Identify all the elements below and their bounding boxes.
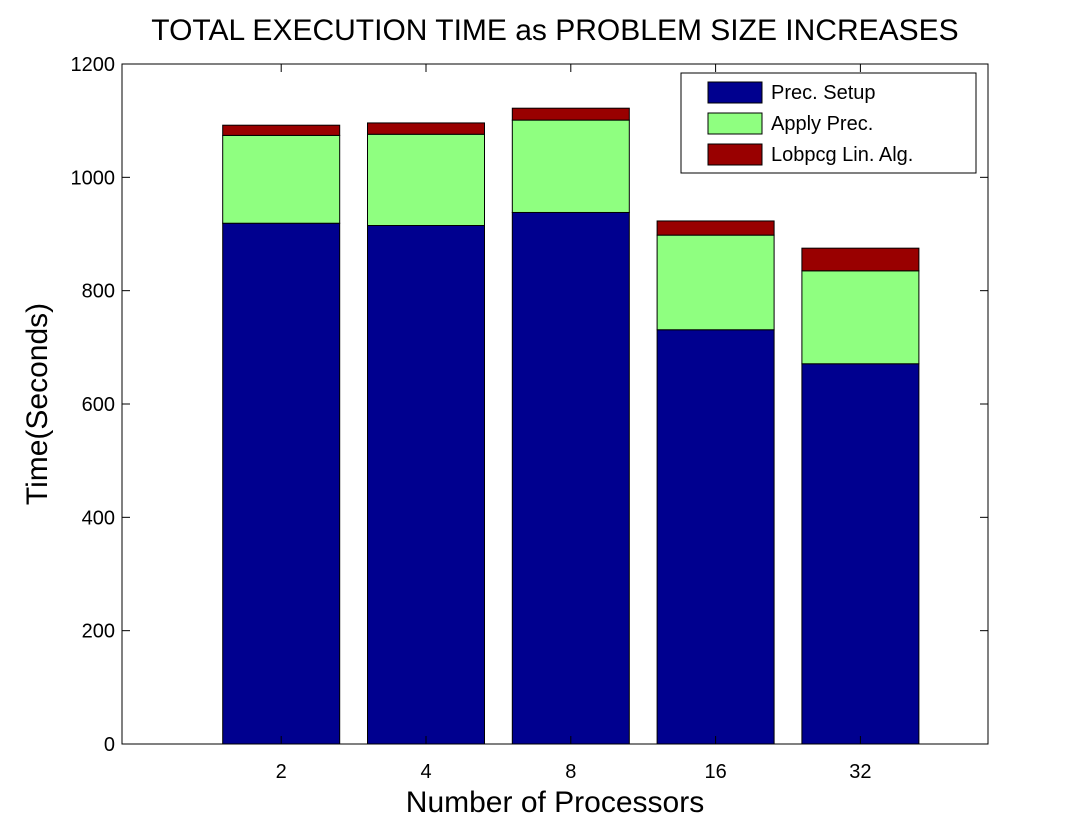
x-tick-label-32: 32	[849, 761, 871, 783]
legend: Prec. Setup Apply Prec. Lobpcg Lin. Alg.	[680, 72, 977, 174]
bar-segment-2-series-0	[222, 222, 341, 745]
y-tick-label-1200: 1200	[71, 54, 116, 76]
y-tick-label-400: 400	[82, 507, 115, 529]
bar-segment-4-series-1	[367, 133, 485, 226]
y-tick-label-1000: 1000	[71, 167, 116, 189]
y-tick-label-200: 200	[82, 621, 115, 643]
bar-segment-32-series-2	[801, 247, 920, 272]
legend-swatch-0	[707, 81, 763, 104]
bar-segment-16-series-2	[656, 220, 775, 236]
x-tick-label-4: 4	[420, 761, 431, 783]
bar-segment-8-series-1	[511, 119, 630, 213]
bar-segment-8-series-2	[511, 107, 630, 121]
bar-segment-2-series-2	[222, 124, 341, 136]
y-axis-title: Time(Seconds)	[21, 303, 54, 505]
x-axis-title: Number of Processors	[406, 786, 704, 817]
x-tick-label-8: 8	[565, 761, 576, 783]
bar-segment-16-series-0	[656, 329, 775, 745]
axes-layer: 0 200 400 600 800 1000 1200 2 4 8 16 32	[71, 54, 988, 783]
bar-segment-16-series-1	[656, 234, 775, 331]
bar-segment-8-series-0	[511, 211, 630, 745]
bar-segment-4-series-0	[367, 225, 485, 745]
chart-title: TOTAL EXECUTION TIME as PROBLEM SIZE INC…	[151, 14, 958, 47]
x-tick-label-2: 2	[276, 761, 287, 783]
x-tick-label-16: 16	[704, 761, 726, 783]
bars-layer	[222, 107, 920, 745]
y-tick-label-0: 0	[104, 734, 115, 756]
y-tick-label-600: 600	[82, 394, 115, 416]
legend-label-0: Prec. Setup	[771, 82, 876, 104]
legend-swatch-2	[707, 143, 763, 166]
legend-swatch-1	[707, 112, 763, 135]
legend-label-2: Lobpcg Lin. Alg.	[771, 144, 913, 166]
bar-segment-2-series-1	[222, 134, 341, 224]
bar-segment-32-series-0	[801, 363, 920, 745]
bar-segment-32-series-1	[801, 270, 920, 365]
bar-segment-4-series-2	[367, 122, 485, 135]
y-tick-label-800: 800	[82, 281, 115, 303]
legend-label-1: Apply Prec.	[771, 113, 873, 135]
